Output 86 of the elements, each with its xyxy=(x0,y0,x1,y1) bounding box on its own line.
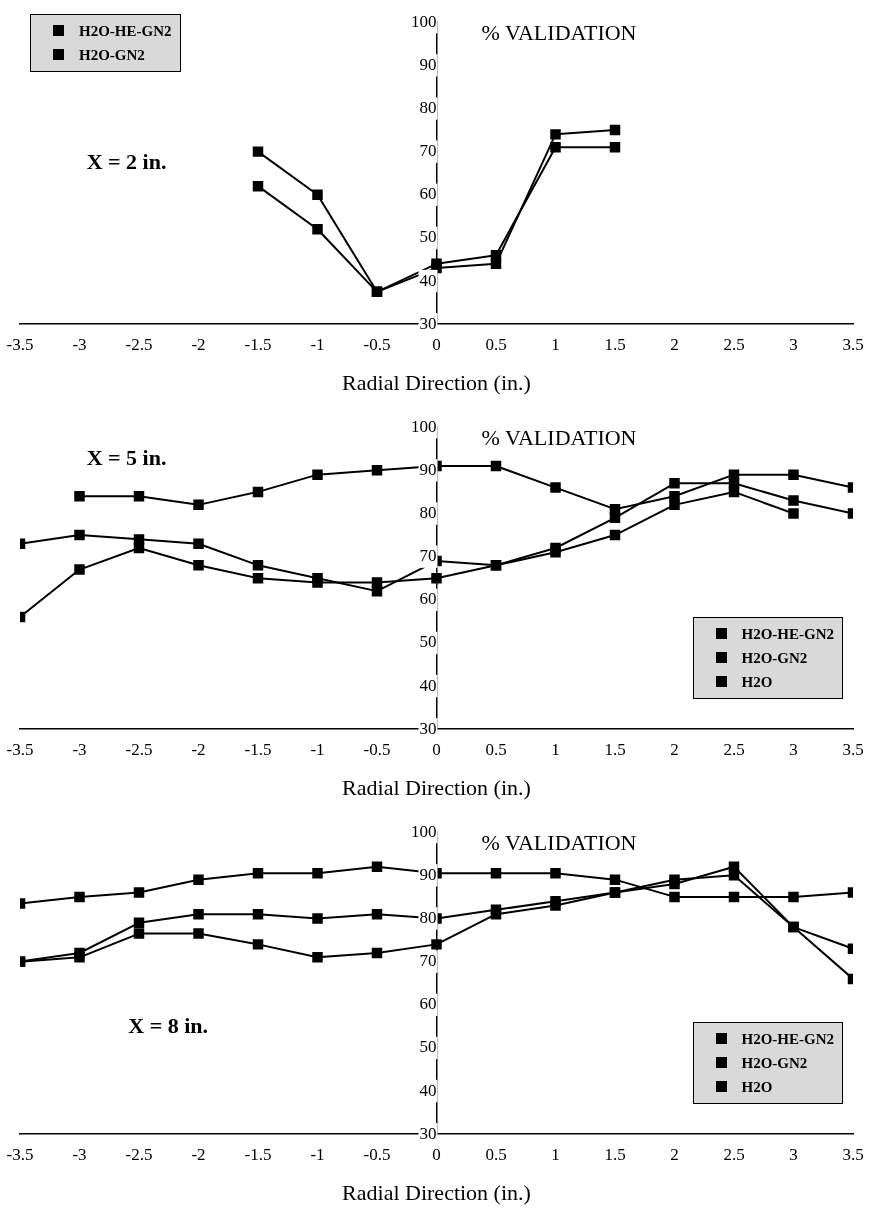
y-tick-label: 80 xyxy=(419,907,437,927)
x-tick-label: -0.5 xyxy=(363,1144,391,1164)
y-tick-label: 60 xyxy=(419,994,437,1014)
y-axis-title: % VALIDATION xyxy=(481,829,637,855)
y-tick-label: 70 xyxy=(419,546,437,566)
x-tick-label: -1 xyxy=(310,1144,325,1164)
x-tick-label: -2 xyxy=(191,739,206,759)
x-tick-label: -0.5 xyxy=(363,334,391,354)
x-tick-label: 2.5 xyxy=(723,739,745,759)
y-tick-label: 50 xyxy=(419,632,437,652)
x-axis-title: Radial Direction (in.) xyxy=(342,774,531,800)
x-tick-label: -1.5 xyxy=(244,739,272,759)
legend-label: H2O-HE-GN2 xyxy=(79,22,172,40)
x-tick-label: -2 xyxy=(191,1144,206,1164)
x-tick-label: -2.5 xyxy=(125,1144,153,1164)
x-tick-label: 2 xyxy=(670,739,679,759)
y-tick-label: 60 xyxy=(419,589,437,609)
x-tick-label: 0 xyxy=(432,739,441,759)
x-tick-label: -1 xyxy=(310,334,325,354)
annotation: X = 5 in. xyxy=(86,445,167,472)
y-tick-label: 40 xyxy=(419,675,437,695)
y-tick-label: 90 xyxy=(419,54,437,74)
y-tick-label: 100 xyxy=(411,11,437,31)
y-tick-label: 90 xyxy=(419,864,437,884)
x-tick-label: -3.5 xyxy=(6,739,34,759)
x-tick-label: -1.5 xyxy=(244,1144,272,1164)
x-tick-label: 0 xyxy=(432,334,441,354)
y-tick-label: 40 xyxy=(419,1080,437,1100)
x-tick-label: 2 xyxy=(670,334,679,354)
x-axis-title: Radial Direction (in.) xyxy=(342,1179,531,1205)
x-tick-label: -3.5 xyxy=(6,334,34,354)
y-tick-label: 50 xyxy=(419,227,437,247)
legend-label: H2O-GN2 xyxy=(741,649,808,667)
x-tick-label: -1 xyxy=(310,739,325,759)
x-tick-label: 2.5 xyxy=(723,1144,745,1164)
x-tick-label: 3.5 xyxy=(842,1144,864,1164)
y-tick-label: 100 xyxy=(411,416,437,436)
y-tick-label: 70 xyxy=(419,951,437,971)
y-tick-label: 80 xyxy=(419,502,437,522)
x-tick-label: -2.5 xyxy=(125,334,153,354)
x-tick-label: 3 xyxy=(789,1144,798,1164)
x-tick-label: 0.5 xyxy=(485,1144,507,1164)
x-tick-label: 1.5 xyxy=(604,739,626,759)
legend-label: H2O-HE-GN2 xyxy=(741,1030,834,1048)
y-tick-label: 50 xyxy=(419,1037,437,1057)
x-tick-label: -0.5 xyxy=(363,739,391,759)
x-tick-label: 3 xyxy=(789,739,798,759)
x-tick-label: 2 xyxy=(670,1144,679,1164)
y-tick-label: 80 xyxy=(419,97,437,117)
annotation: X = 2 in. xyxy=(86,149,167,176)
x-tick-label: 1.5 xyxy=(604,1144,626,1164)
y-axis-title: % VALIDATION xyxy=(481,424,637,450)
x-tick-label: -3 xyxy=(72,739,87,759)
y-tick-label: 30 xyxy=(419,718,437,738)
y-tick-label: 60 xyxy=(419,184,437,204)
legend-label: H2O-GN2 xyxy=(741,1054,808,1072)
x-tick-label: -3 xyxy=(72,334,87,354)
y-tick-label: 70 xyxy=(419,141,437,161)
legend-label: H2O xyxy=(741,673,773,691)
x-tick-label: 1 xyxy=(551,739,560,759)
legend-label: H2O-HE-GN2 xyxy=(741,625,834,643)
legend-label: H2O xyxy=(741,1078,773,1096)
annotation: X = 8 in. xyxy=(128,1013,209,1040)
y-axis-title: % VALIDATION xyxy=(481,19,637,45)
x-tick-label: -3.5 xyxy=(6,1144,34,1164)
x-tick-label: 0 xyxy=(432,1144,441,1164)
y-tick-label: 30 xyxy=(419,1123,437,1143)
x-tick-label: 3.5 xyxy=(842,334,864,354)
x-tick-label: 3.5 xyxy=(842,739,864,759)
x-tick-label: -2.5 xyxy=(125,739,153,759)
y-tick-label: 90 xyxy=(419,459,437,479)
x-tick-label: 0.5 xyxy=(485,739,507,759)
x-tick-label: 2.5 xyxy=(723,334,745,354)
x-tick-label: -1.5 xyxy=(244,334,272,354)
x-tick-label: 3 xyxy=(789,334,798,354)
y-tick-label: 100 xyxy=(411,821,437,841)
x-tick-label: 1.5 xyxy=(604,334,626,354)
x-tick-label: 0.5 xyxy=(485,334,507,354)
legend-label: H2O-GN2 xyxy=(79,46,145,64)
x-tick-label: 1 xyxy=(551,334,560,354)
x-tick-label: -2 xyxy=(191,334,206,354)
x-tick-label: -3 xyxy=(72,1144,87,1164)
y-tick-label: 40 xyxy=(419,270,437,290)
x-tick-label: 1 xyxy=(551,1144,560,1164)
x-axis-title: Radial Direction (in.) xyxy=(342,369,531,395)
y-tick-label: 30 xyxy=(419,313,437,333)
